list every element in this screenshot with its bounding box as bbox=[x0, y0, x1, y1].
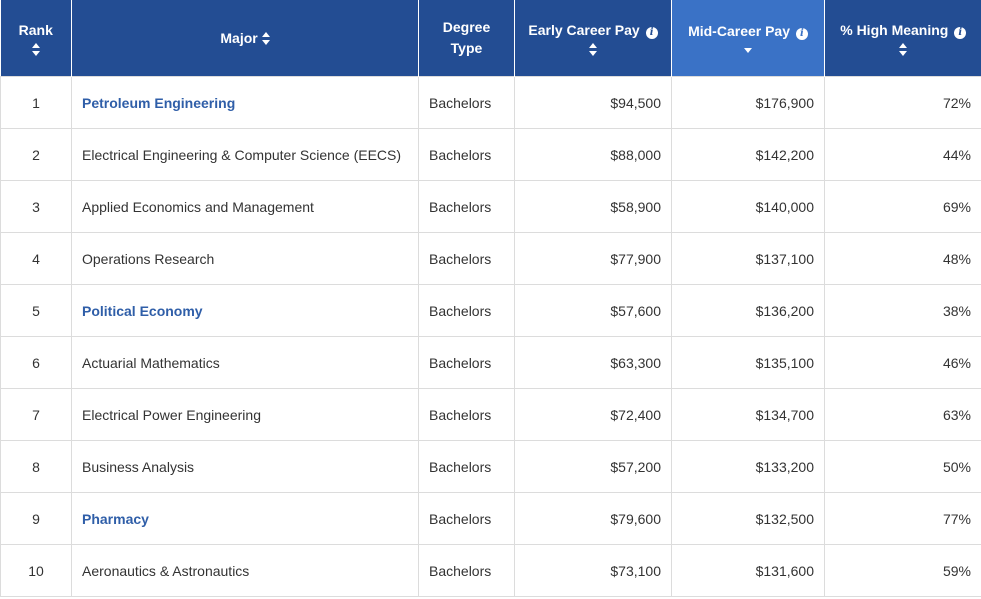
early-career-pay-cell: $94,500 bbox=[514, 76, 672, 129]
early-career-pay-cell: $73,100 bbox=[514, 544, 672, 597]
degree-type-cell: Bachelors bbox=[418, 232, 515, 285]
mid-career-pay-cell: $131,600 bbox=[671, 544, 825, 597]
high-meaning-cell: 59% bbox=[824, 544, 981, 597]
sort-updown-icon[interactable] bbox=[899, 43, 908, 56]
major-cell: Political Economy bbox=[71, 284, 419, 337]
mid-career-pay-column-header[interactable]: Mid-Career Pay i bbox=[671, 0, 825, 77]
degree-type-cell: Bachelors bbox=[418, 492, 515, 545]
major-link[interactable]: Political Economy bbox=[82, 302, 203, 319]
rank-cell: 3 bbox=[0, 180, 72, 233]
rank-cell: 2 bbox=[0, 128, 72, 181]
rank-cell: 1 bbox=[0, 76, 72, 129]
mid-career-pay-cell: $133,200 bbox=[671, 440, 825, 493]
mid-career-pay-cell: $136,200 bbox=[671, 284, 825, 337]
high-meaning-header-label: % High Meaning bbox=[840, 22, 949, 38]
major-cell: Business Analysis bbox=[71, 440, 419, 493]
table-body: 1 Petroleum Engineering Bachelors $94,500 $1… bbox=[0, 76, 981, 597]
degree-type-column-header[interactable]: Degree Type bbox=[418, 0, 515, 77]
mid-career-pay-cell: $134,700 bbox=[671, 388, 825, 441]
early-career-pay-column-header[interactable]: Early Career Pay i bbox=[514, 0, 672, 77]
early-career-pay-cell: $88,000 bbox=[514, 128, 672, 181]
high-meaning-cell: 72% bbox=[824, 76, 981, 129]
degree-header-label-line2: Type bbox=[450, 40, 483, 56]
mid-career-pay-cell: $176,900 bbox=[671, 76, 825, 129]
major-cell: Actuarial Mathematics bbox=[71, 336, 419, 389]
early-career-pay-cell: $77,900 bbox=[514, 232, 672, 285]
degree-type-cell: Bachelors bbox=[418, 76, 515, 129]
info-icon[interactable]: i bbox=[795, 27, 808, 40]
high-meaning-cell: 44% bbox=[824, 128, 981, 181]
rank-cell: 5 bbox=[0, 284, 72, 337]
major-column-header[interactable]: Major bbox=[71, 0, 419, 77]
rank-cell: 8 bbox=[0, 440, 72, 493]
degree-type-cell: Bachelors bbox=[418, 544, 515, 597]
table-row: 10 Aeronautics & Astronautics Bachelors $73… bbox=[0, 544, 981, 597]
major-header-label: Major bbox=[220, 29, 258, 46]
degree-type-cell: Bachelors bbox=[418, 440, 515, 493]
sort-updown-icon[interactable] bbox=[589, 43, 597, 56]
sort-updown-icon[interactable] bbox=[31, 43, 40, 56]
high-meaning-column-header[interactable]: % High Meaning i bbox=[824, 0, 981, 77]
major-cell: Operations Research bbox=[71, 232, 419, 285]
info-icon[interactable]: i bbox=[954, 27, 967, 39]
degree-type-cell: Bachelors bbox=[418, 284, 515, 337]
high-meaning-cell: 77% bbox=[824, 492, 981, 545]
mid-career-pay-cell: $142,200 bbox=[671, 128, 825, 181]
rank-cell: 10 bbox=[0, 544, 72, 597]
early-career-pay-cell: $79,600 bbox=[514, 492, 672, 545]
mid-career-pay-cell: $132,500 bbox=[671, 492, 825, 545]
major-link[interactable]: Pharmacy bbox=[82, 510, 149, 527]
high-meaning-cell: 46% bbox=[824, 336, 981, 389]
rank-header-label: Rank bbox=[18, 22, 53, 38]
mid-career-pay-cell: $137,100 bbox=[671, 232, 825, 285]
high-meaning-cell: 48% bbox=[824, 232, 981, 285]
major-cell: Pharmacy bbox=[71, 492, 419, 545]
degree-type-cell: Bachelors bbox=[418, 128, 515, 181]
major-cell: Electrical Engineering & Computer Scienc… bbox=[71, 128, 419, 181]
header-row: Rank Major Degree Type Early Career Pay … bbox=[0, 0, 981, 77]
high-meaning-cell: 63% bbox=[824, 388, 981, 441]
table-row: 1 Petroleum Engineering Bachelors $94,500 $1… bbox=[0, 76, 981, 129]
info-icon[interactable]: i bbox=[645, 27, 658, 39]
early-career-pay-cell: $57,200 bbox=[514, 440, 672, 493]
early-career-pay-cell: $63,300 bbox=[514, 336, 672, 389]
table-header: Rank Major Degree Type Early Career Pay … bbox=[0, 0, 981, 77]
degree-type-cell: Bachelors bbox=[418, 180, 515, 233]
table-row: 9 Pharmacy Bachelors $79,600 $132,500 77% bbox=[0, 492, 981, 545]
early-career-pay-cell: $58,900 bbox=[514, 180, 672, 233]
major-cell: Electrical Power Engineering bbox=[71, 388, 419, 441]
high-meaning-cell: 38% bbox=[824, 284, 981, 337]
mid-career-pay-cell: $140,000 bbox=[671, 180, 825, 233]
degree-type-cell: Bachelors bbox=[418, 336, 515, 389]
sort-descending-icon[interactable] bbox=[744, 48, 752, 54]
rank-cell: 9 bbox=[0, 492, 72, 545]
high-meaning-cell: 50% bbox=[824, 440, 981, 493]
rank-column-header[interactable]: Rank bbox=[0, 0, 72, 77]
table-row: 2 Electrical Engineering & Computer Scien… bbox=[0, 128, 981, 181]
table-row: 8 Business Analysis Bachelors $57,200 $133,2… bbox=[0, 440, 981, 493]
rank-cell: 7 bbox=[0, 388, 72, 441]
table-row: 5 Political Economy Bachelors $57,600 $136,2… bbox=[0, 284, 981, 337]
degree-type-cell: Bachelors bbox=[418, 388, 515, 441]
early-career-pay-cell: $57,600 bbox=[514, 284, 672, 337]
major-cell: Applied Economics and Management bbox=[71, 180, 419, 233]
rank-cell: 6 bbox=[0, 336, 72, 389]
table-row: 7 Electrical Power Engineering Bachelors $7… bbox=[0, 388, 981, 441]
major-cell: Aeronautics & Astronautics bbox=[71, 544, 419, 597]
early-career-header-label: Early Career Pay bbox=[528, 22, 640, 38]
early-career-pay-cell: $72,400 bbox=[514, 388, 672, 441]
mid-career-header-label: Mid-Career Pay bbox=[688, 22, 791, 39]
major-cell: Petroleum Engineering bbox=[71, 76, 419, 129]
mid-career-pay-cell: $135,100 bbox=[671, 336, 825, 389]
table-row: 4 Operations Research Bachelors $77,900 $137… bbox=[0, 232, 981, 285]
table-row: 3 Applied Economics and Management Bachelo… bbox=[0, 180, 981, 233]
sort-updown-icon[interactable] bbox=[261, 31, 270, 45]
table-row: 6 Actuarial Mathematics Bachelors $63,300 $1… bbox=[0, 336, 981, 389]
high-meaning-cell: 69% bbox=[824, 180, 981, 233]
major-link[interactable]: Petroleum Engineering bbox=[82, 94, 236, 111]
degree-header-label-line1: Degree bbox=[442, 19, 491, 35]
rank-cell: 4 bbox=[0, 232, 72, 285]
